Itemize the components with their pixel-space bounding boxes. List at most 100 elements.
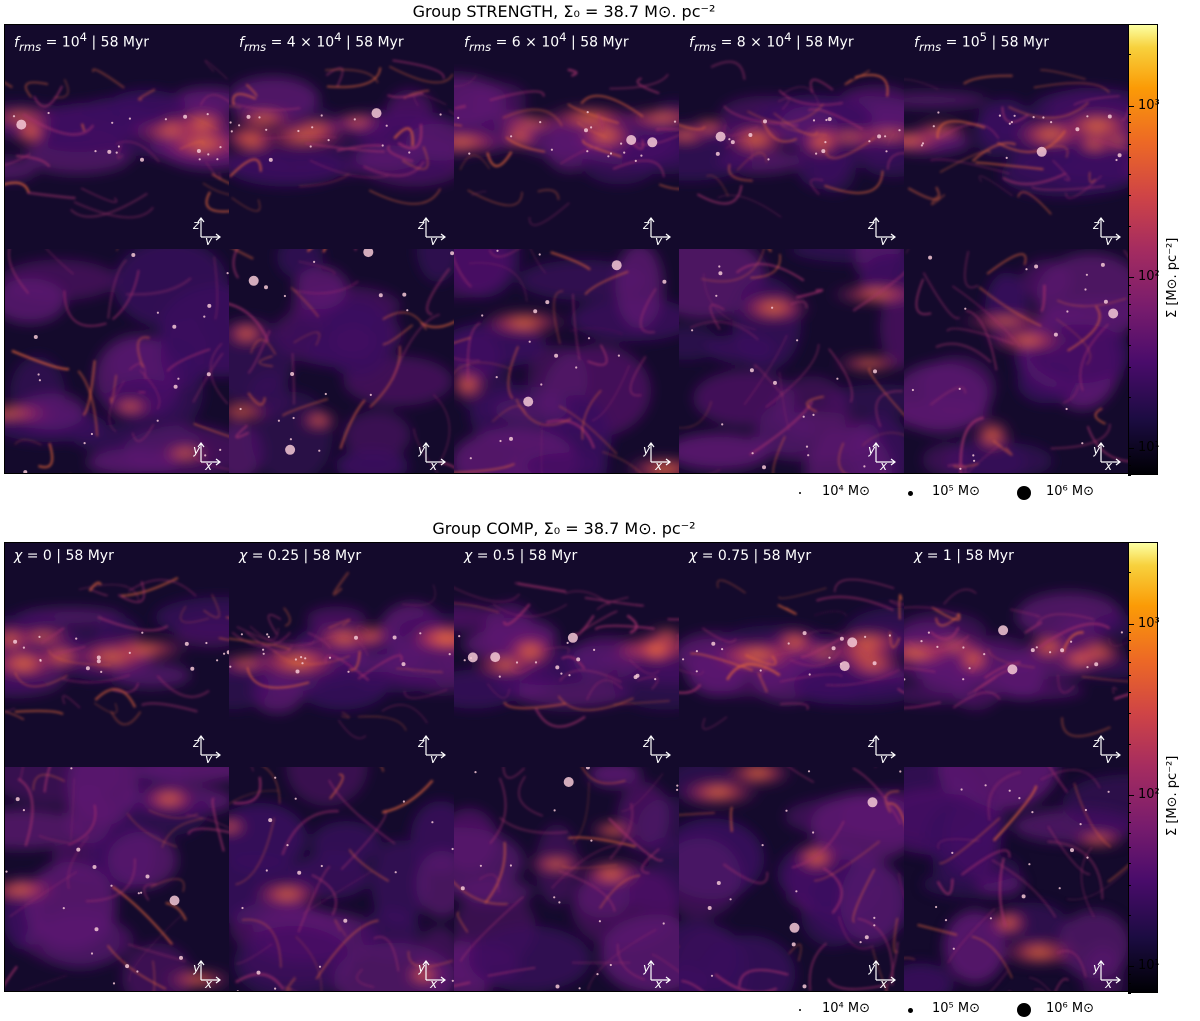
filaments: [229, 767, 453, 992]
star-particle: [634, 159, 637, 162]
filament: [929, 626, 960, 640]
filament: [273, 655, 328, 665]
star-particle: [343, 918, 348, 923]
star-particle: [715, 294, 718, 297]
star-particle: [1007, 664, 1018, 675]
star-particle: [1115, 158, 1118, 162]
filament: [581, 389, 602, 440]
star-particle: [863, 465, 866, 468]
colorbar-minor-tick: [1128, 802, 1131, 804]
star-particle: [682, 658, 685, 661]
filament: [251, 767, 254, 772]
density-glow: [4, 597, 229, 696]
filament: [298, 260, 336, 276]
colorbar-tick-label: 10³: [1138, 97, 1160, 113]
star-particle: [807, 454, 810, 457]
filament: [112, 682, 139, 693]
colorbar-minor-tick: [1128, 884, 1131, 886]
density-blob: [646, 837, 679, 869]
star-particle: [177, 377, 180, 380]
axis-up-arrow: [1097, 960, 1105, 966]
star-particle: [266, 633, 269, 636]
star-particle: [141, 631, 144, 634]
colorbar-minor-tick: [1128, 914, 1131, 916]
filament: [963, 74, 1013, 85]
axis-right-label: x: [1104, 459, 1113, 470]
filament: [307, 635, 369, 657]
filament: [229, 105, 241, 109]
star-particle: [761, 844, 764, 847]
star-particle: [773, 380, 777, 385]
filament: [828, 348, 853, 403]
filament: [325, 67, 344, 87]
star-particles: [236, 776, 454, 992]
filament: [710, 60, 746, 80]
star-particle: [1013, 114, 1016, 117]
filaments: [679, 249, 904, 474]
star-particle: [510, 135, 513, 138]
filament: [459, 155, 490, 170]
density-hotspot: [544, 105, 635, 131]
filament: [747, 103, 825, 124]
colorbar-minor-tick: [1128, 983, 1131, 985]
star-particle: [960, 788, 963, 791]
filament: [582, 139, 622, 158]
filament: [738, 968, 789, 987]
filament: [16, 155, 51, 168]
filament: [997, 130, 1066, 153]
filament: [537, 189, 560, 200]
axis-up-label: y: [193, 443, 201, 457]
filament: [136, 336, 150, 368]
axes-orientation-icon: yx: [1093, 442, 1121, 470]
filament: [551, 844, 622, 889]
star-particle: [859, 941, 862, 944]
filament: [391, 313, 441, 380]
star-particles: [458, 632, 657, 681]
star-particle: [297, 129, 300, 133]
filament: [1057, 674, 1075, 694]
axis-up-label: y: [868, 961, 876, 975]
colorbar-title-bottom: Σ [M⊙. pc⁻²]: [1165, 755, 1180, 836]
filament: [1107, 863, 1129, 883]
axis-right-label: y: [879, 234, 888, 245]
star-particle: [402, 292, 407, 297]
filament: [309, 159, 389, 179]
density-hotspot: [229, 819, 249, 834]
star-particle: [458, 635, 461, 638]
star-particle: [90, 952, 94, 955]
colorbar-tick-label: 10¹: [1138, 958, 1160, 974]
star-particle: [274, 987, 277, 990]
panel-comp-top-3: χ = 0.5 | 58 Myr z y: [454, 542, 679, 767]
filament: [822, 867, 843, 914]
axis-up-label: y: [193, 961, 201, 975]
filament: [780, 702, 809, 711]
filament: [117, 144, 123, 159]
star-particles: [12, 111, 222, 162]
filament: [85, 858, 136, 903]
filament: [152, 960, 156, 992]
axis-right-arrow: [890, 976, 896, 984]
star-particle: [309, 145, 312, 148]
filament: [301, 870, 373, 915]
filament: [245, 83, 258, 98]
filament: [960, 849, 1011, 876]
filament: [97, 615, 169, 632]
filament: [804, 629, 870, 657]
filament: [854, 74, 889, 97]
filament: [998, 857, 1007, 927]
filament: [454, 256, 473, 288]
density-hotspot: [829, 630, 904, 654]
star-particle: [1094, 662, 1099, 667]
filament: [541, 427, 543, 474]
density-hotspot: [299, 411, 339, 430]
star-particle: [318, 449, 321, 452]
star-particle: [836, 377, 839, 380]
star-particle: [751, 452, 754, 455]
filament: [233, 776, 262, 805]
star-particle: [324, 392, 327, 396]
filament: [487, 967, 536, 977]
star-particle: [16, 119, 27, 130]
axis-up-label: y: [643, 443, 651, 457]
panel-label: χ = 0.25 | 58 Myr: [239, 548, 362, 564]
